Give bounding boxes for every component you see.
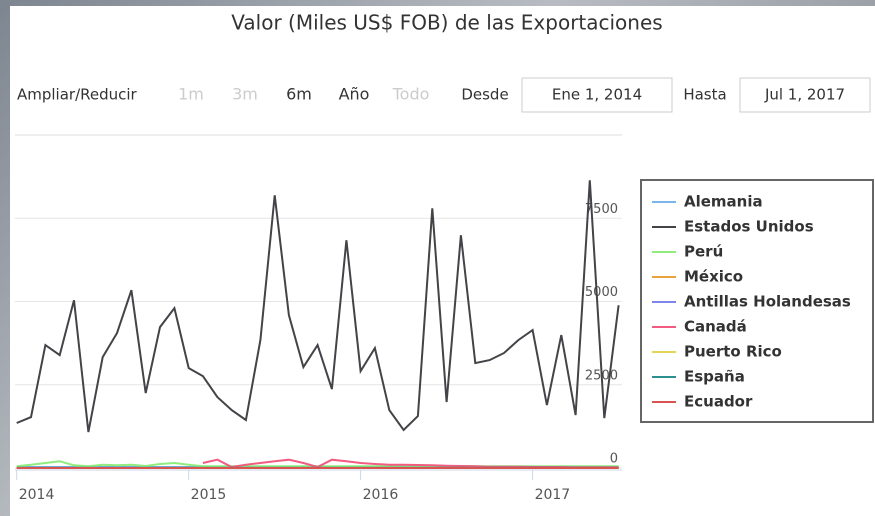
from-label: Desde [461, 86, 508, 104]
chart-title: Valor (Miles US$ FOB) de las Exportacion… [231, 11, 662, 35]
x-tick-label: 2016 [363, 487, 399, 503]
legend [640, 179, 874, 423]
range-button[interactable]: 6m [286, 85, 312, 104]
from-input[interactable] [521, 77, 673, 113]
range-button[interactable]: 3m [232, 85, 258, 104]
x-tick-label: 2017 [535, 487, 571, 503]
legend-label[interactable]: Puerto Rico [684, 343, 782, 361]
range-button[interactable]: Todo [392, 85, 430, 104]
legend-label[interactable]: México [684, 268, 743, 286]
range-button[interactable]: 1m [178, 85, 204, 104]
to-label: Hasta [683, 86, 726, 104]
legend-label[interactable]: Canadá [684, 318, 747, 336]
range-button[interactable]: Año [339, 85, 370, 104]
y-tick-label: 5000 [585, 285, 618, 300]
y-tick-label: 7500 [585, 202, 618, 217]
series-line [16, 180, 620, 433]
legend-label[interactable]: España [684, 368, 745, 386]
to-value[interactable]: Jul 1, 2017 [764, 86, 845, 104]
from-value[interactable]: Ene 1, 2014 [552, 86, 642, 104]
to-input[interactable] [739, 77, 871, 113]
zoom-label: Ampliar/Reducir [17, 86, 138, 104]
x-tick-label: 2015 [191, 487, 227, 503]
legend-label[interactable]: Estados Unidos [684, 218, 814, 236]
y-tick-label: 0 [610, 452, 618, 467]
legend-label[interactable]: Ecuador [684, 393, 753, 411]
legend-label[interactable]: Antillas Holandesas [684, 293, 851, 311]
legend-label[interactable]: Perú [684, 243, 723, 261]
legend-label[interactable]: Alemania [684, 193, 763, 211]
x-tick-label: 2014 [19, 487, 55, 503]
